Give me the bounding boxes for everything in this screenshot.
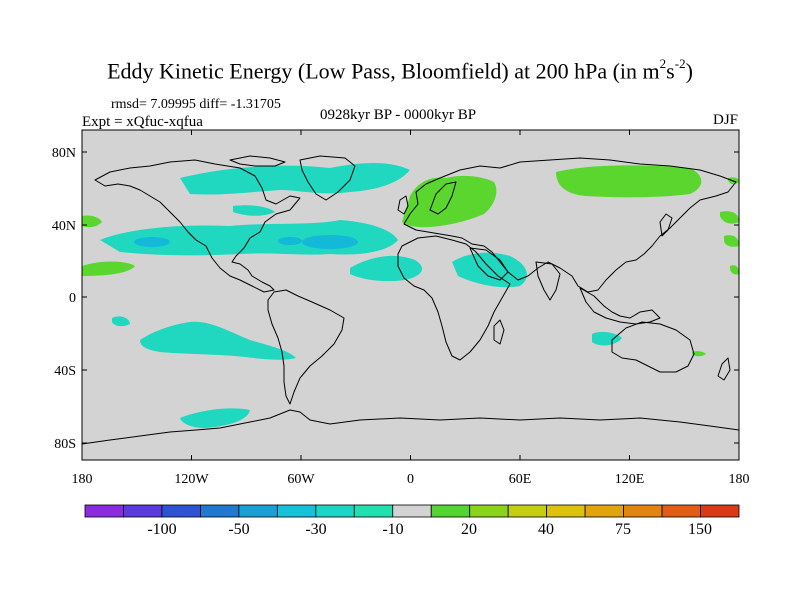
season-label: DJF: [712, 112, 738, 128]
anomaly-pacific-40n: [82, 215, 102, 228]
coast-africa: [397, 235, 511, 361]
title-text: Eddy Kinetic Energy (Low Pass, Bloomfiel…: [107, 58, 660, 84]
anomaly-arabia: [452, 252, 527, 288]
lon-label-120w: 120W: [174, 472, 209, 487]
lat-labels: 80N 40N 0 40S 80S: [52, 146, 76, 452]
core-atlantic: [302, 235, 358, 249]
coast-uk: [397, 195, 409, 215]
colorbar-swatch: [161, 504, 201, 518]
coast-india: [535, 261, 561, 301]
anomaly-australia-east: [692, 351, 706, 357]
coast-australia: [611, 321, 695, 373]
colorbar: [84, 504, 740, 518]
colorbar-swatch: [469, 504, 509, 518]
anomaly-nw-pacific: [556, 165, 702, 198]
core-pacific: [134, 237, 170, 247]
coast-new-zealand: [717, 357, 731, 381]
lon-label-60w: 60W: [287, 472, 315, 487]
anomaly-n-africa: [350, 255, 423, 282]
experiment-label: Expt = xQfuc-xqfua: [82, 114, 203, 130]
negative-anomalies: [100, 163, 622, 428]
colorbar-label: 40: [538, 521, 554, 538]
lat-label-40s: 40S: [54, 364, 76, 379]
lat-label-80n: 80N: [52, 146, 76, 161]
coast-north-america: [94, 159, 301, 293]
lon-label-180e: 180: [729, 472, 750, 487]
coastlines: [81, 155, 740, 445]
colorbar-label: 75: [615, 521, 631, 538]
coast-scandinavia: [429, 181, 457, 215]
colorbar-labels: -100 -50 -30 -10 20 40 75 150: [147, 521, 712, 538]
anomaly-n-pacific-canada: [180, 163, 410, 195]
lon-label-180w: 180: [72, 472, 93, 487]
title-sup-2: -2: [674, 56, 686, 71]
anomaly-right-edge-2: [720, 211, 739, 224]
lat-label-40n: 40N: [52, 219, 76, 234]
colorbar-swatch: [430, 504, 471, 518]
coast-antarctica: [81, 409, 740, 445]
colorbar-swatch: [353, 504, 394, 518]
colorbar-swatch: [238, 504, 278, 518]
coast-madagascar: [493, 319, 505, 345]
lat-label-80s: 80S: [54, 437, 76, 452]
colorbar-label: -30: [305, 521, 326, 538]
core-asia: [278, 237, 302, 245]
colorbar-label: -50: [228, 521, 249, 538]
coast-south-america: [267, 289, 345, 405]
anomaly-right-edge-4: [730, 265, 739, 275]
stats-text: rmsd= 7.09995 diff= -1.31705: [111, 97, 281, 112]
colorbar-swatch: [392, 504, 432, 518]
lon-label-0: 0: [407, 472, 414, 487]
coast-japan: [659, 213, 673, 237]
colorbar-label: -100: [147, 521, 176, 538]
colorbar-swatch: [276, 504, 317, 518]
anomaly-right-edge-3: [724, 235, 739, 247]
title-mid: s: [666, 58, 675, 84]
coast-greenland: [299, 155, 356, 201]
axis-ticks: [82, 130, 739, 460]
period-label: 0928kyr BP - 0000kyr BP: [320, 107, 477, 123]
anomaly-s-pacific-west: [112, 316, 130, 327]
title-end: ): [685, 58, 693, 84]
colorbar-swatch: [700, 504, 740, 518]
coast-southeast-asia: [579, 287, 661, 325]
colorbar-swatch: [623, 504, 663, 518]
lon-label-60e: 60E: [509, 472, 532, 487]
lon-label-120e: 120E: [615, 472, 645, 487]
colorbar-swatch: [84, 504, 124, 518]
lon-labels: 180 120W 60W 0 60E 120E 180: [72, 472, 750, 487]
colorbar-swatch: [546, 504, 586, 518]
colorbar-swatch: [584, 504, 624, 518]
colorbar-swatch: [123, 504, 163, 518]
colorbar-label: 150: [688, 521, 712, 538]
anomaly-canada-small: [233, 205, 275, 216]
negative-anomaly-cores: [134, 235, 358, 249]
colorbar-label: -10: [382, 521, 403, 538]
anomaly-s-pacific: [140, 321, 296, 360]
lat-label-0: 0: [69, 291, 76, 306]
colorbar-swatch: [200, 504, 240, 518]
plot-title: Eddy Kinetic Energy (Low Pass, Bloomfiel…: [0, 56, 800, 84]
colorbar-swatch: [661, 504, 701, 518]
title-sup-1: 2: [659, 56, 667, 71]
coast-eurasia: [403, 157, 737, 293]
anomaly-s-australia: [592, 331, 622, 346]
coast-arctic-islands: [229, 155, 286, 167]
colorbar-swatch: [315, 504, 355, 518]
anomaly-tropical-pacific: [82, 261, 135, 276]
anomaly-southern-ocean: [180, 408, 250, 428]
colorbar-swatch: [507, 504, 548, 518]
coast-arabia: [469, 247, 509, 281]
colorbar-label: 20: [461, 521, 477, 538]
